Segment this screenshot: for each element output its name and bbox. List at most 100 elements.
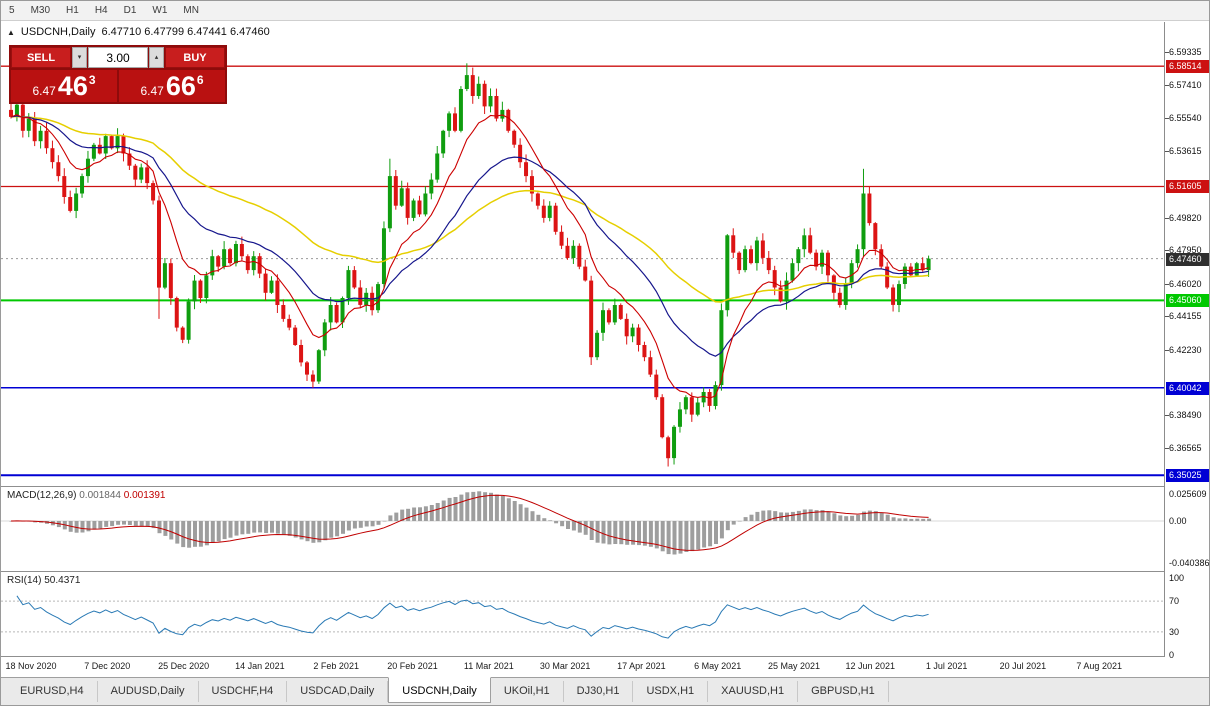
axis-tick-label: 6.42230 <box>1169 345 1202 355</box>
sell-price-point: 3 <box>88 73 96 87</box>
axis-tick <box>1165 448 1169 449</box>
rsi-name: RSI(14) <box>7 575 42 586</box>
date-label: 30 Mar 2021 <box>539 661 591 671</box>
rsi-label: RSI(14) 50.4371 <box>7 575 80 586</box>
tab-usdchf-h4[interactable]: USDCHF,H4 <box>199 681 288 702</box>
axis-tick <box>1165 350 1169 351</box>
date-label: 20 Jul 2021 <box>999 661 1047 671</box>
sell-price-base: 6.47 <box>32 83 56 98</box>
axis-tick <box>1165 151 1169 152</box>
rsi-indicator-pane[interactable] <box>1 572 1164 656</box>
trade-controls-row: SELL ▾ ▴ BUY <box>11 47 225 68</box>
level-price-tag: 6.40042 <box>1166 382 1209 395</box>
level-price-tag: 6.35025 <box>1166 469 1209 482</box>
date-label: 2 Feb 2021 <box>313 661 359 671</box>
rsi-axis-label: 70 <box>1169 596 1180 606</box>
symbol-period-label: USDCNH,Daily <box>20 26 96 38</box>
current-price-tag: 6.47460 <box>1166 253 1209 266</box>
axis-tick <box>1165 118 1169 119</box>
sell-price-pips: 46 <box>57 70 88 101</box>
buy-button[interactable]: BUY <box>165 47 225 68</box>
macd-axis-label: 0.00 <box>1169 516 1187 526</box>
timeframe-button-5[interactable]: 5 <box>9 5 15 16</box>
chart-tab-bar: EURUSD,H4 AUDUSD,Daily USDCHF,H4 USDCAD,Dai… <box>1 677 1209 705</box>
date-label: 25 Dec 2020 <box>158 661 210 671</box>
axis-tick <box>1165 250 1169 251</box>
macd-pane-separator <box>1 486 1209 487</box>
tab-usdcad-daily[interactable]: USDCAD,Daily <box>287 681 389 702</box>
tab-ukoil-h1[interactable]: UKOil,H1 <box>491 681 564 702</box>
tab-gbpusd-h1[interactable]: GBPUSD,H1 <box>798 681 889 702</box>
axis-tick <box>1165 218 1169 219</box>
axis-tick <box>1165 284 1169 285</box>
axis-tick <box>1165 85 1169 86</box>
sell-button[interactable]: SELL <box>11 47 71 68</box>
date-label: 17 Apr 2021 <box>617 661 666 671</box>
axis-tick-label: 6.47950 <box>1169 245 1202 255</box>
buy-price-display[interactable]: 6.47 66 6 <box>119 70 225 102</box>
volume-input[interactable] <box>88 47 148 68</box>
rsi-value: 50.4371 <box>44 575 81 586</box>
macd-axis-label: 0.025609 <box>1169 489 1207 499</box>
macd-axis-label: -0.040386 <box>1169 558 1210 568</box>
date-axis-separator <box>1 656 1209 657</box>
price-chart-pane[interactable] <box>1 22 1164 486</box>
buy-price-point: 6 <box>196 73 204 87</box>
timeframe-button-h4[interactable]: H4 <box>94 5 108 16</box>
axis-tick <box>1165 415 1169 416</box>
volume-decrease-button[interactable]: ▾ <box>72 47 87 68</box>
timeframe-button-mn[interactable]: MN <box>183 5 199 16</box>
rsi-pane-separator <box>1 571 1209 572</box>
buy-price-base: 6.47 <box>140 83 164 98</box>
axis-tick-label: 6.49820 <box>1169 213 1202 223</box>
timeframe-toolbar: 5 M30 H1 H4 D1 W1 MN <box>1 1 1209 21</box>
axis-tick-label: 6.53615 <box>1169 146 1202 156</box>
macd-label: MACD(12,26,9) 0.001844 0.001391 <box>7 490 165 501</box>
date-label: 12 Jun 2021 <box>845 661 896 671</box>
tab-usdcnh-daily[interactable]: USDCNH,Daily <box>388 677 491 703</box>
date-label: 20 Feb 2021 <box>387 661 438 671</box>
axis-tick-label: 6.46020 <box>1169 279 1202 289</box>
level-price-tag: 6.45060 <box>1166 294 1209 307</box>
date-label: 7 Aug 2021 <box>1076 661 1122 671</box>
buy-price-pips: 66 <box>165 70 196 101</box>
rsi-axis-label: 0 <box>1169 650 1175 660</box>
trade-prices-row: 6.47 46 3 6.47 66 6 <box>11 70 225 102</box>
level-price-tag: 6.58514 <box>1166 60 1209 73</box>
axis-tick <box>1165 316 1169 317</box>
date-label: 25 May 2021 <box>767 661 821 671</box>
macd-main-value: 0.001844 <box>79 490 121 501</box>
macd-name: MACD(12,26,9) <box>7 490 77 501</box>
tab-usdx-h1[interactable]: USDX,H1 <box>633 681 709 702</box>
timeframe-button-w1[interactable]: W1 <box>152 5 168 16</box>
date-label: 14 Jan 2021 <box>235 661 285 671</box>
ohlc-values: 6.47710 6.47799 6.47441 6.47460 <box>101 26 270 38</box>
date-label: 18 Nov 2020 <box>5 661 57 671</box>
rsi-axis-label: 30 <box>1169 627 1180 637</box>
timeframe-button-d1[interactable]: D1 <box>123 5 137 16</box>
tab-audusd-daily[interactable]: AUDUSD,Daily <box>98 681 199 702</box>
rsi-axis-label: 100 <box>1169 573 1185 583</box>
axis-tick-label: 6.44155 <box>1169 311 1202 321</box>
axis-tick-label: 6.36565 <box>1169 443 1202 453</box>
date-label: 6 May 2021 <box>694 661 742 671</box>
macd-signal-value: 0.001391 <box>123 490 166 501</box>
tab-xauusd-h1[interactable]: XAUUSD,H1 <box>708 681 799 702</box>
volume-increase-button[interactable]: ▴ <box>149 47 164 68</box>
date-label: 11 Mar 2021 <box>463 661 514 671</box>
axis-tick-label: 6.55540 <box>1169 113 1202 123</box>
collapse-trade-panel-icon[interactable]: ▲ <box>7 27 15 37</box>
date-label: 7 Dec 2020 <box>84 661 131 671</box>
tab-dj30-h1[interactable]: DJ30,H1 <box>564 681 634 702</box>
sell-price-display[interactable]: 6.47 46 3 <box>11 70 117 102</box>
axis-tick-label: 6.57410 <box>1169 80 1202 90</box>
tab-eurusd-h4[interactable]: EURUSD,H4 <box>7 681 98 702</box>
timeframe-button-m30[interactable]: M30 <box>30 5 51 16</box>
timeframe-button-h1[interactable]: H1 <box>66 5 79 16</box>
axis-tick-label: 6.59335 <box>1169 47 1202 57</box>
macd-indicator-pane[interactable] <box>1 487 1164 571</box>
price-axis: 6.59335 6.57410 6.55540 6.53615 6.49820 6.479… <box>1164 22 1210 660</box>
date-label: 1 Jul 2021 <box>925 661 968 671</box>
